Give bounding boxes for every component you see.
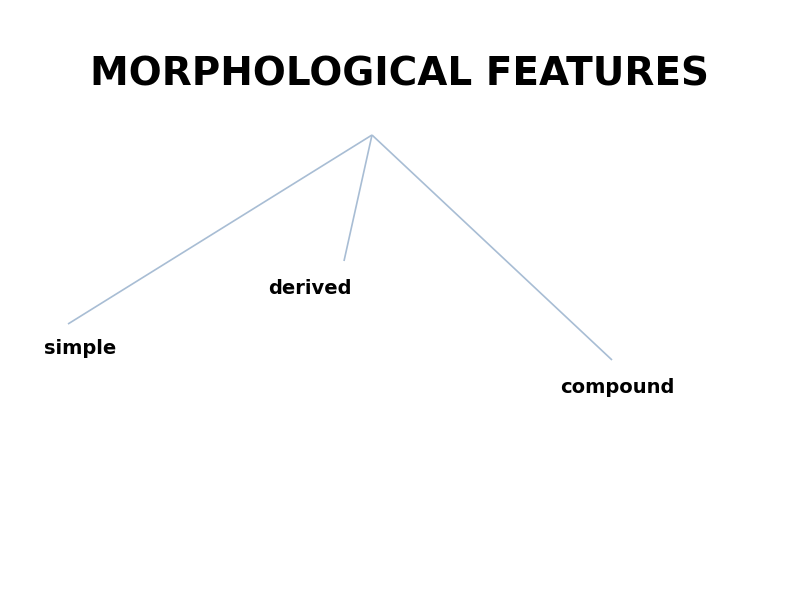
Text: compound: compound (560, 378, 674, 397)
Text: simple: simple (44, 339, 116, 358)
Text: MORPHOLOGICAL FEATURES: MORPHOLOGICAL FEATURES (90, 56, 710, 94)
Text: derived: derived (268, 279, 351, 298)
